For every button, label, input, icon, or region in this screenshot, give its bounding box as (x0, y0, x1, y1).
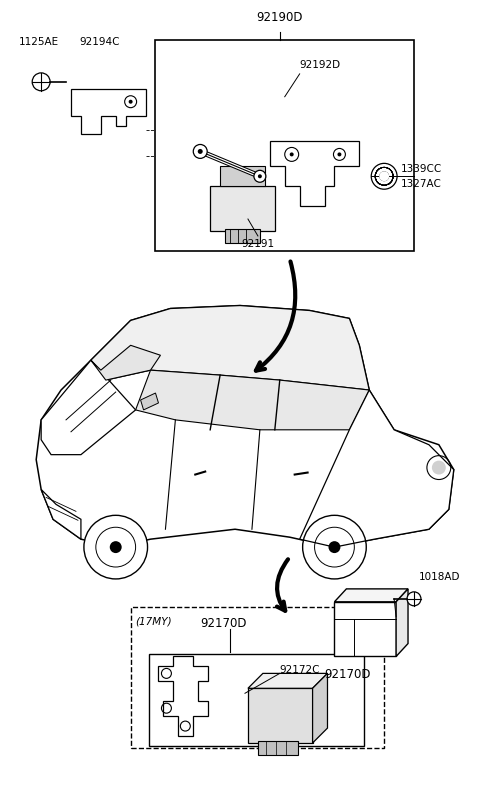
Polygon shape (312, 673, 327, 743)
Circle shape (432, 461, 446, 474)
Polygon shape (396, 589, 408, 657)
Polygon shape (335, 589, 408, 602)
Circle shape (379, 171, 389, 182)
Circle shape (371, 163, 397, 190)
Bar (131, 607, 384, 748)
Text: 92192D: 92192D (300, 60, 341, 70)
Circle shape (302, 515, 366, 579)
Circle shape (84, 515, 147, 579)
Bar (258, 741, 298, 755)
Polygon shape (91, 305, 369, 390)
Polygon shape (141, 393, 158, 410)
Polygon shape (91, 345, 160, 380)
Circle shape (258, 174, 262, 178)
Circle shape (407, 592, 421, 606)
Bar (156, 40, 414, 251)
Text: 1018AD: 1018AD (419, 572, 460, 582)
Bar (148, 653, 364, 746)
Text: 92172C: 92172C (280, 665, 320, 676)
Text: (17MY): (17MY) (136, 617, 172, 626)
Text: 1327AC: 1327AC (401, 179, 442, 190)
Text: 92194C: 92194C (79, 37, 120, 47)
Circle shape (193, 144, 207, 159)
Circle shape (254, 170, 266, 182)
Polygon shape (270, 141, 360, 206)
Text: 92170D: 92170D (200, 617, 247, 630)
Circle shape (32, 73, 50, 90)
Circle shape (328, 541, 340, 553)
Circle shape (198, 149, 203, 154)
Polygon shape (41, 360, 136, 454)
Text: 1339CC: 1339CC (401, 164, 442, 174)
Bar (335, 602, 396, 657)
Text: 92191: 92191 (241, 239, 275, 249)
Polygon shape (300, 390, 454, 547)
Polygon shape (71, 89, 145, 133)
Circle shape (337, 152, 341, 156)
Polygon shape (248, 673, 327, 688)
Text: 92170D: 92170D (324, 668, 371, 681)
Bar (248, 688, 312, 743)
Bar (210, 186, 275, 231)
Text: 92190D: 92190D (256, 11, 303, 24)
Text: 1125AE: 1125AE (19, 37, 60, 47)
Circle shape (290, 152, 294, 156)
Circle shape (379, 171, 389, 182)
Bar (225, 229, 260, 243)
Polygon shape (41, 489, 81, 539)
Polygon shape (158, 657, 208, 736)
Polygon shape (136, 370, 369, 430)
Circle shape (110, 541, 122, 553)
Circle shape (129, 100, 132, 104)
Bar (220, 167, 265, 186)
Polygon shape (36, 305, 454, 547)
